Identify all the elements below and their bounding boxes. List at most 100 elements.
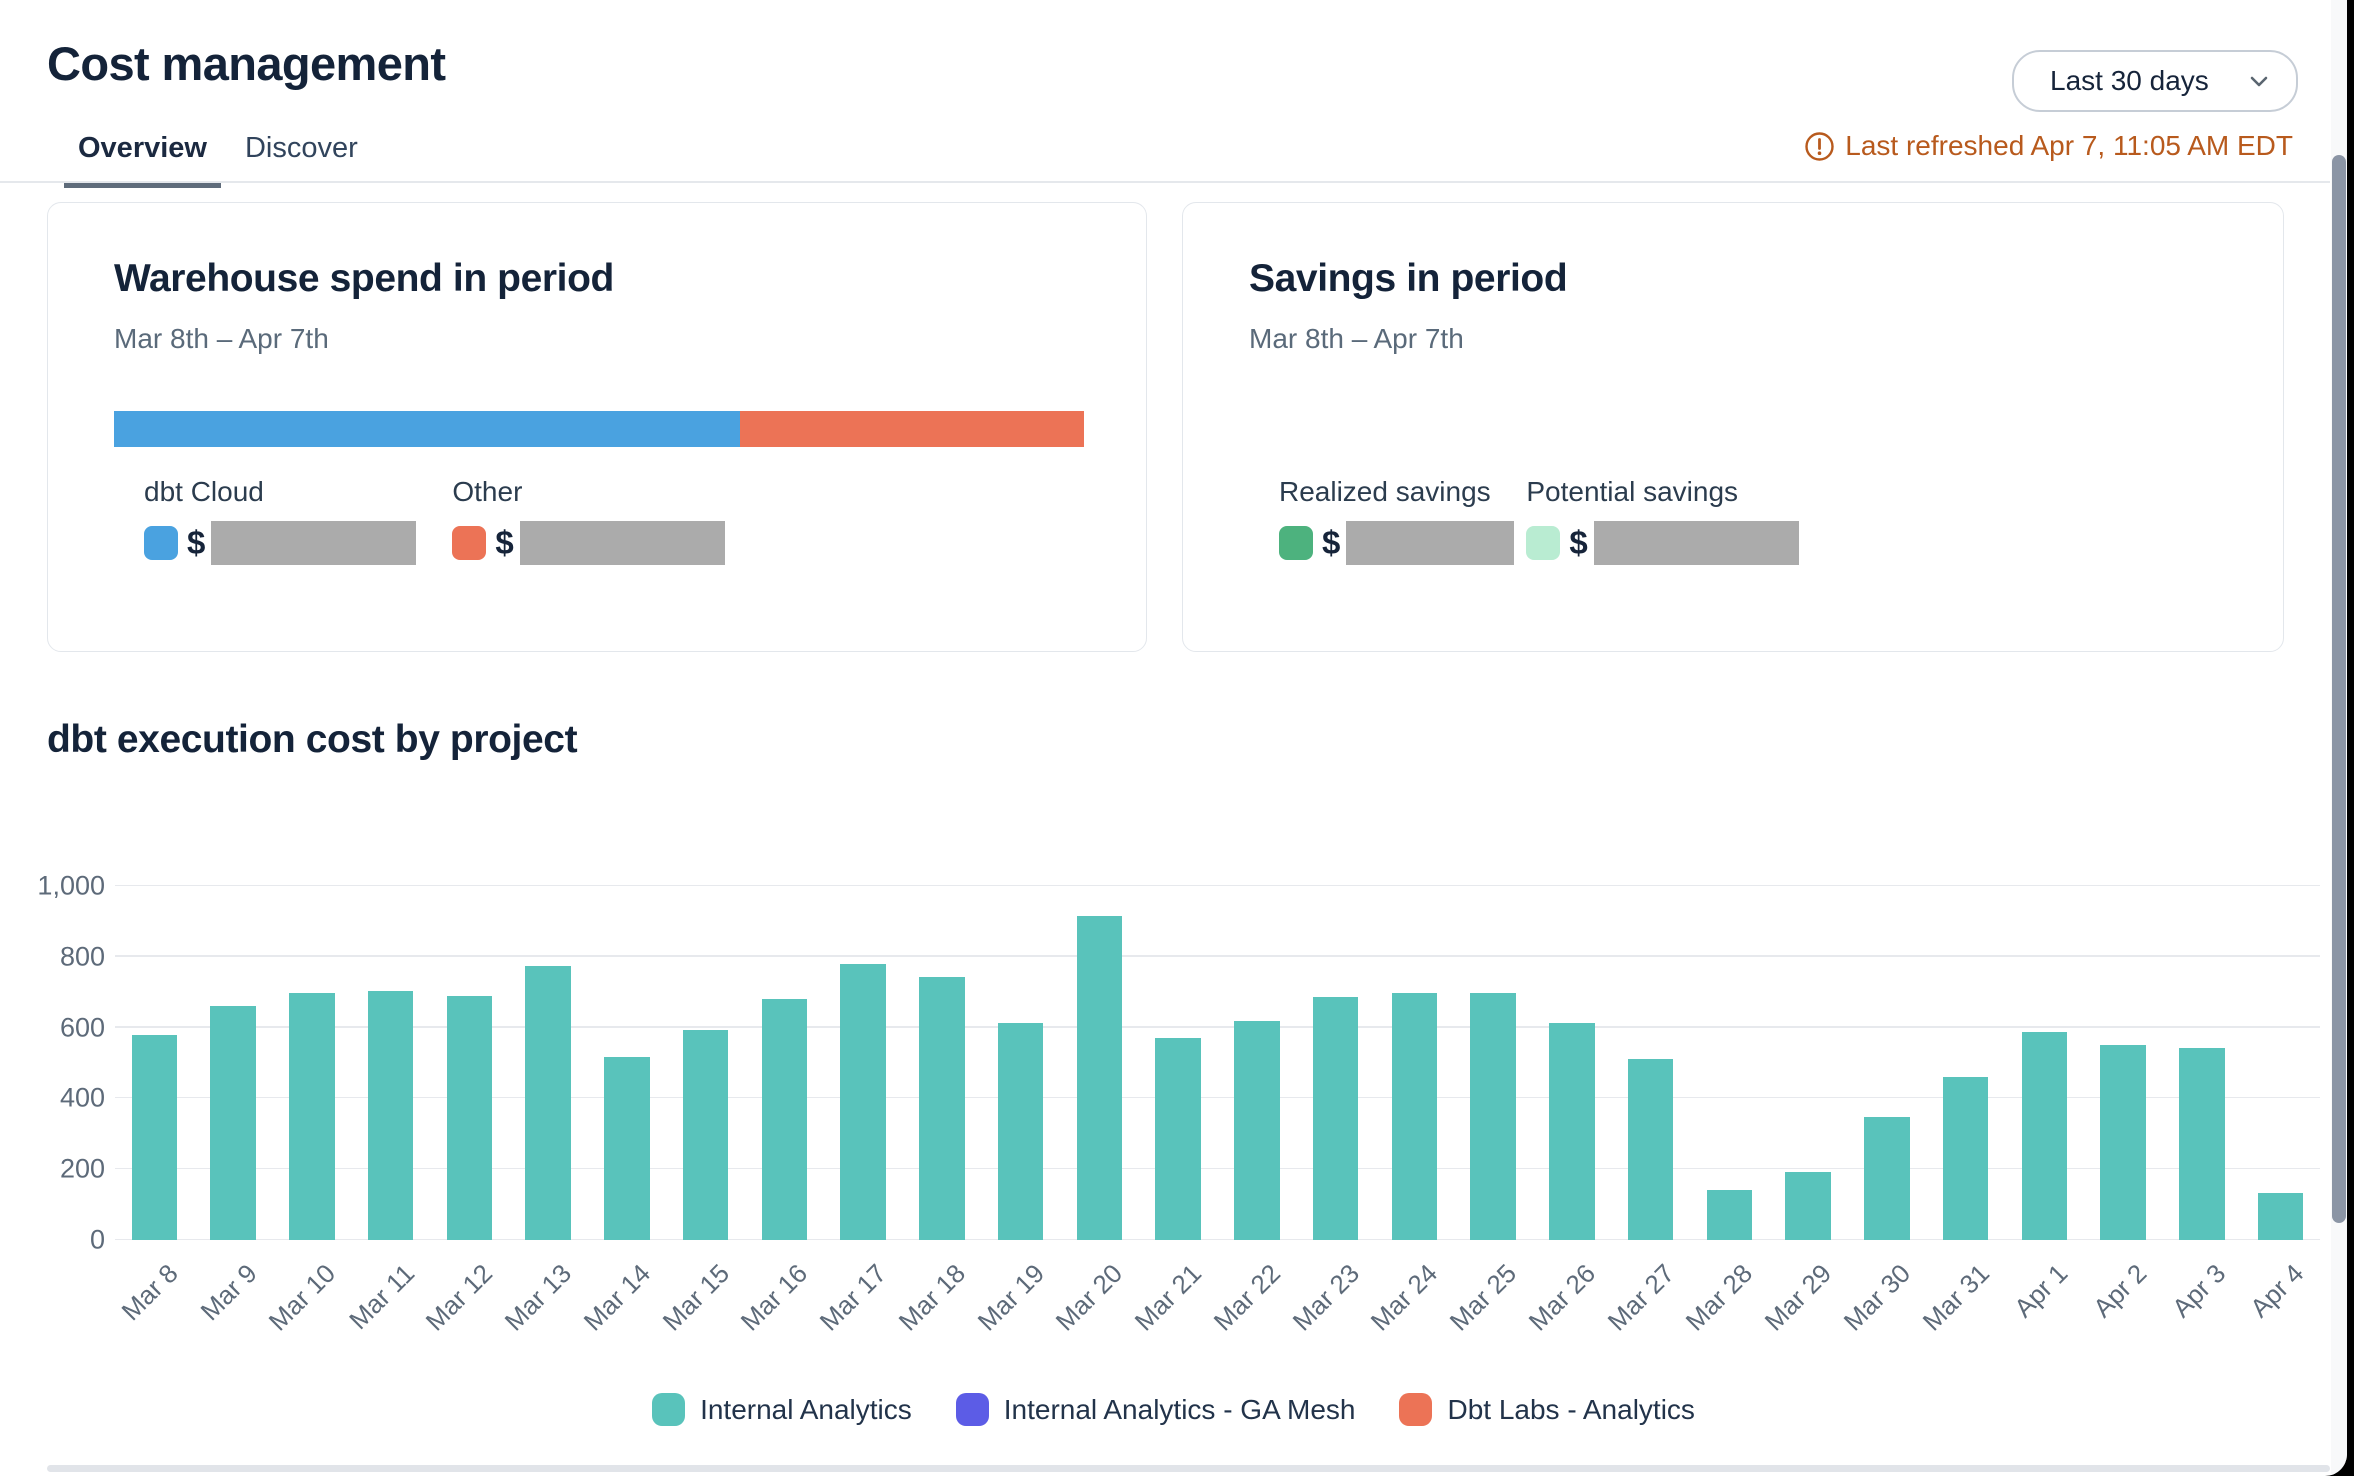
chart-bar[interactable] <box>210 1006 256 1240</box>
chart-bar[interactable] <box>840 963 886 1240</box>
chart-section-title: dbt execution cost by project <box>47 718 578 761</box>
chart-bar[interactable] <box>2257 1193 2304 1240</box>
chart-bar[interactable] <box>997 1022 1044 1240</box>
chart-bar[interactable] <box>604 1056 650 1240</box>
chart-bar[interactable] <box>1155 1037 1201 1240</box>
legend-label: Potential savings <box>1526 476 1739 507</box>
vertical-scrollbar-thumb[interactable] <box>2332 155 2346 1223</box>
bar-slot <box>2163 886 2242 1240</box>
last-refreshed-notice: Last refreshed Apr 7, 11:05 AM EDT <box>1804 128 2293 164</box>
gridline <box>115 884 2320 886</box>
x-axis-labels: Mar 8 Mar 9 Mar 10 Mar 11 Mar 12 Mar 13 Mar 14… <box>115 1244 2320 1354</box>
chart-bar[interactable] <box>1470 993 1516 1240</box>
bar-slot <box>1454 886 1533 1240</box>
warning-icon <box>1805 131 1834 161</box>
x-axis-label: Mar 31 <box>1916 1258 1995 1337</box>
chart-bar[interactable] <box>2021 1032 2068 1240</box>
chart-bar[interactable] <box>1942 1077 1989 1240</box>
potential-savings-swatch-icon <box>1526 526 1561 560</box>
bar-slot <box>1375 886 1454 1240</box>
chart-bar[interactable] <box>1391 992 1438 1240</box>
chart-bar[interactable] <box>367 991 414 1240</box>
chart-bar[interactable] <box>2100 1044 2146 1240</box>
date-range-select[interactable]: Last 30 days <box>2012 50 2298 112</box>
bar-slot <box>2084 886 2163 1240</box>
horizontal-scrollbar-thumb[interactable] <box>47 1465 2330 1472</box>
x-slot: Mar 9 <box>194 1244 273 1354</box>
x-axis-label: Mar 23 <box>1286 1258 1365 1337</box>
x-axis-label: Apr 2 <box>2087 1258 2153 1324</box>
x-axis-label: Mar 17 <box>813 1258 893 1337</box>
chart-bar[interactable] <box>919 976 965 1240</box>
chart-bar[interactable] <box>525 965 571 1240</box>
legend-group-dbt-cloud: dbt Cloud $ <box>144 475 417 565</box>
x-slot: Mar 18 <box>893 1244 982 1354</box>
chart-bar[interactable] <box>1076 915 1123 1240</box>
bar-slot <box>1690 886 1769 1240</box>
date-range-value: Last 30 days <box>2050 65 2209 96</box>
legend-item[interactable]: Dbt Labs - Analytics <box>1399 1393 1695 1426</box>
legend-item[interactable]: Internal Analytics <box>652 1393 912 1426</box>
chart-bar[interactable] <box>131 1035 178 1240</box>
bar-slot <box>824 886 903 1240</box>
vertical-scrollbar-track[interactable] <box>2331 0 2347 1476</box>
x-slot: Mar 30 <box>1838 1244 1927 1354</box>
x-axis-label: Mar 19 <box>971 1258 1050 1337</box>
spend-segment-dbt-cloud <box>114 411 740 447</box>
chart-bar[interactable] <box>761 999 808 1240</box>
x-slot: Mar 14 <box>578 1244 667 1354</box>
x-axis-label: Mar 16 <box>735 1258 814 1337</box>
legend-item[interactable]: Internal Analytics - GA Mesh <box>955 1393 1356 1426</box>
bar-slot <box>1139 886 1218 1240</box>
x-axis-label: Mar 15 <box>656 1258 735 1337</box>
x-slot: Mar 31 <box>1916 1244 2005 1354</box>
bar-slot <box>509 886 588 1240</box>
chart-bar[interactable] <box>1627 1059 1674 1240</box>
x-axis-label: Apr 1 <box>2008 1258 2074 1324</box>
chart-bar[interactable] <box>682 1030 729 1240</box>
x-slot: Apr 3 <box>2163 1244 2242 1354</box>
bar-slot <box>1060 886 1139 1240</box>
chart-bar[interactable] <box>446 996 493 1240</box>
y-axis-tick-label: 600 <box>59 1012 105 1043</box>
x-slot: Apr 2 <box>2084 1244 2163 1354</box>
gridline <box>115 955 2320 957</box>
chart-bar[interactable] <box>2179 1047 2225 1240</box>
legend-label: Internal Analytics - GA Mesh <box>1003 1393 1356 1425</box>
x-slot: Mar 22 <box>1208 1244 1297 1354</box>
x-slot: Mar 23 <box>1286 1244 1375 1354</box>
x-slot: Mar 11 <box>343 1244 430 1354</box>
chart-bar[interactable] <box>1864 1116 1910 1240</box>
redacted-value <box>1346 521 1515 565</box>
bar-slot <box>588 886 667 1240</box>
x-slot: Mar 13 <box>499 1244 588 1354</box>
chart-bar[interactable] <box>289 992 335 1240</box>
y-axis-tick-label: 0 <box>89 1224 105 1255</box>
tab-bar: Overview Discover <box>64 130 372 188</box>
x-slot: Mar 27 <box>1601 1244 1690 1354</box>
chart-bar[interactable] <box>1785 1171 1831 1240</box>
dbt-cloud-swatch-icon <box>144 526 178 560</box>
chart-bar[interactable] <box>1312 997 1359 1240</box>
x-axis-label: Mar 24 <box>1365 1258 1444 1337</box>
chart-bar[interactable] <box>1234 1021 1280 1240</box>
x-slot: Mar 25 <box>1444 1244 1533 1354</box>
legend-swatch-icon <box>1399 1393 1433 1426</box>
x-axis-label: Mar 12 <box>420 1258 499 1337</box>
legend-group-other: Other $ <box>452 475 725 565</box>
x-slot: Mar 21 <box>1129 1244 1218 1354</box>
legend-swatch-icon <box>955 1393 989 1426</box>
other-swatch-icon <box>452 526 487 560</box>
x-slot: Mar 10 <box>263 1244 352 1354</box>
tab-overview[interactable]: Overview <box>64 130 221 188</box>
x-axis-label: Mar 9 <box>194 1258 263 1327</box>
card-date-range: Mar 8th – Apr 7th <box>114 323 329 354</box>
chart-bar[interactable] <box>1706 1190 1753 1240</box>
spend-segment-other <box>739 411 1084 447</box>
x-slot: Apr 4 <box>2241 1244 2320 1354</box>
chart-bar[interactable] <box>1549 1023 1595 1240</box>
y-axis-tick-label: 1,000 <box>37 870 105 901</box>
tab-discover[interactable]: Discover <box>244 132 358 164</box>
redacted-value <box>211 521 417 565</box>
